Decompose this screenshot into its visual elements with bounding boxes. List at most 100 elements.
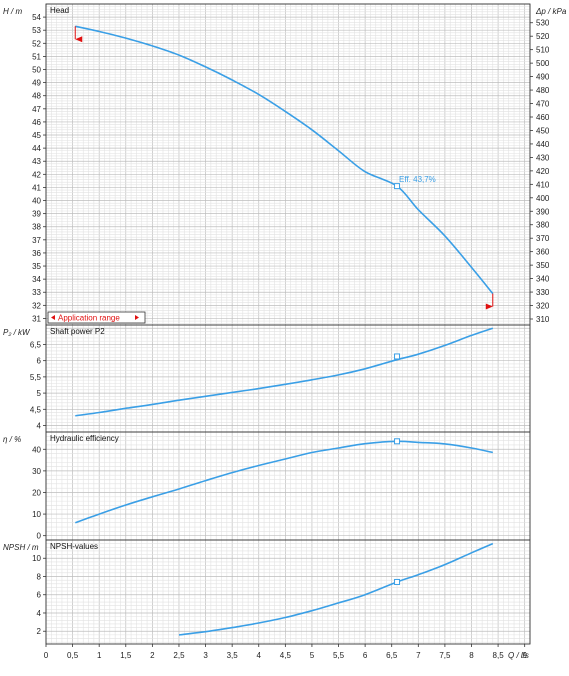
y-tick-label: 37 bbox=[32, 236, 41, 245]
range-start-arrow bbox=[75, 36, 83, 43]
panel-title: Shaft power P2 bbox=[50, 327, 105, 336]
y-tick-label: 33 bbox=[32, 288, 41, 297]
y-axis-label: H / m bbox=[3, 7, 22, 16]
right-tick-label: 510 bbox=[536, 46, 550, 55]
panel-title: NPSH-values bbox=[50, 542, 98, 551]
right-tick-label: 310 bbox=[536, 315, 550, 324]
right-tick-label: 530 bbox=[536, 19, 550, 28]
y-tick-label: 40 bbox=[32, 197, 41, 206]
y-tick-label: 10 bbox=[32, 554, 41, 563]
legend-text: Application range bbox=[58, 314, 120, 323]
panel-frame bbox=[45, 539, 531, 645]
x-tick-label: 4 bbox=[257, 651, 262, 660]
x-tick-label: 0,5 bbox=[67, 651, 79, 660]
y-tick-label: 46 bbox=[32, 118, 41, 127]
performance-curve bbox=[178, 542, 494, 636]
x-tick-label: 5,5 bbox=[333, 651, 345, 660]
x-tick-label: 7,5 bbox=[439, 651, 451, 660]
y-tick-label: 45 bbox=[32, 131, 41, 140]
operating-point bbox=[394, 183, 401, 190]
right-tick-label: 330 bbox=[536, 288, 550, 297]
performance-curve bbox=[75, 440, 493, 524]
x-tick-label: 2 bbox=[150, 651, 155, 660]
right-tick-label: 390 bbox=[536, 207, 550, 216]
right-tick-label: 440 bbox=[536, 140, 550, 149]
legend-box bbox=[47, 311, 146, 324]
right-tick-label: 410 bbox=[536, 180, 550, 189]
y-tick-label: 6 bbox=[37, 591, 42, 600]
x-tick-label: 8 bbox=[469, 651, 474, 660]
y-tick-label: 39 bbox=[32, 210, 41, 219]
right-tick-label: 370 bbox=[536, 234, 550, 243]
right-tick-label: 480 bbox=[536, 86, 550, 95]
panel-1: 31 32 33 34 35 36 37 38 39 40 41 42 43 44 45 46 47 48 49 50… bbox=[3, 3, 567, 326]
y-tick-label: 54 bbox=[32, 13, 41, 22]
x-tick-label: 5 bbox=[310, 651, 315, 660]
y-tick-label: 6 bbox=[37, 357, 42, 366]
operating-point bbox=[394, 438, 401, 445]
right-tick-label: 350 bbox=[536, 261, 550, 270]
y-axis-label: NPSH / m bbox=[3, 543, 39, 552]
panel-2: 4 4,5 5 5,5 6 6,5 P₂ / kW Shaft power P2 bbox=[3, 324, 531, 433]
y-tick-label: 5,5 bbox=[30, 373, 42, 382]
panel-4: 2 4 6 8 10 NPSH / m NPSH-values 0 0,5 1 1,5 2 2,5 3 3,… bbox=[3, 539, 531, 660]
x-tick-label: 3,5 bbox=[227, 651, 239, 660]
right-tick-label: 380 bbox=[536, 221, 550, 230]
y-tick-label: 35 bbox=[32, 262, 41, 271]
right-tick-label: 430 bbox=[536, 153, 550, 162]
x-tick-label: 1 bbox=[97, 651, 102, 660]
performance-curve bbox=[75, 25, 494, 295]
y-tick-label: 4 bbox=[37, 422, 42, 431]
right-axis-label: Δp / kPa bbox=[535, 7, 567, 16]
y-tick-label: 40 bbox=[32, 445, 41, 454]
y-tick-label: 51 bbox=[32, 52, 41, 61]
y-tick-label: 48 bbox=[32, 92, 41, 101]
y-tick-label: 34 bbox=[32, 275, 41, 284]
panel-frame bbox=[45, 3, 531, 326]
right-tick-label: 360 bbox=[536, 248, 550, 257]
panel-title: Hydraulic efficiency bbox=[50, 434, 119, 443]
x-tick-label: 6 bbox=[363, 651, 368, 660]
y-tick-label: 8 bbox=[37, 572, 42, 581]
right-tick-label: 470 bbox=[536, 100, 550, 109]
operating-point-label: Eff. 43,7% bbox=[399, 175, 436, 184]
y-axis-label: η / % bbox=[3, 435, 21, 444]
right-tick-label: 500 bbox=[536, 59, 550, 68]
y-tick-label: 36 bbox=[32, 249, 41, 258]
x-tick-label: 1,5 bbox=[120, 651, 132, 660]
performance-curve bbox=[75, 327, 494, 417]
x-tick-label: 8,5 bbox=[493, 651, 505, 660]
y-tick-label: 53 bbox=[32, 26, 41, 35]
panel-3: 0 10 20 30 40 η / % Hydraulic efficiency bbox=[3, 431, 531, 541]
y-tick-label: 32 bbox=[32, 301, 41, 310]
y-tick-label: 47 bbox=[32, 105, 41, 114]
x-tick-label: 6,5 bbox=[386, 651, 398, 660]
legend-arrow-left bbox=[51, 315, 55, 320]
y-tick-label: 41 bbox=[32, 183, 41, 192]
y-tick-label: 44 bbox=[32, 144, 41, 153]
x-axis-label: Q / l/s bbox=[508, 651, 529, 660]
x-tick-label: 9 bbox=[522, 651, 527, 660]
operating-point bbox=[394, 353, 401, 360]
y-tick-label: 2 bbox=[37, 627, 42, 636]
x-tick-label: 0 bbox=[44, 651, 49, 660]
panel-frame bbox=[45, 431, 531, 541]
right-tick-label: 460 bbox=[536, 113, 550, 122]
panel-title: Head bbox=[50, 6, 69, 15]
right-tick-label: 450 bbox=[536, 126, 550, 135]
range-end-arrow bbox=[485, 303, 493, 310]
x-tick-label: 3 bbox=[203, 651, 208, 660]
y-tick-label: 42 bbox=[32, 170, 41, 179]
legend-arrow-right bbox=[135, 315, 139, 320]
y-tick-label: 31 bbox=[32, 314, 41, 323]
right-tick-label: 520 bbox=[536, 32, 550, 41]
y-tick-label: 5 bbox=[37, 389, 42, 398]
y-tick-label: 50 bbox=[32, 66, 41, 75]
y-tick-label: 6,5 bbox=[30, 340, 42, 349]
right-tick-label: 320 bbox=[536, 302, 550, 311]
y-tick-label: 10 bbox=[32, 510, 41, 519]
x-tick-label: 7 bbox=[416, 651, 421, 660]
x-tick-label: 4,5 bbox=[280, 651, 292, 660]
